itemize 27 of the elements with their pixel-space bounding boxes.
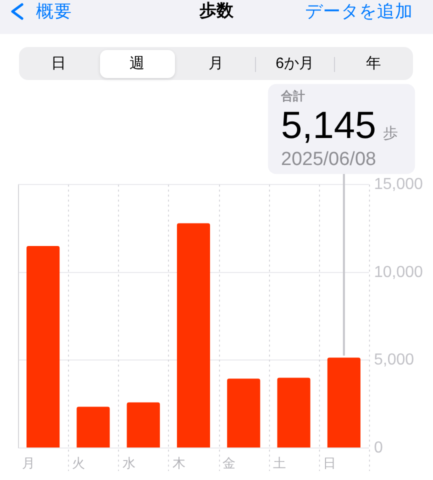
- y-tick-label: 10,000: [374, 264, 424, 281]
- y-tick-label: 15,000: [374, 176, 424, 194]
- bar: [327, 358, 360, 448]
- bar: [76, 406, 110, 448]
- chart-title: 歩数: [200, 1, 234, 20]
- x-tick-label: 土: [272, 455, 286, 470]
- text: データを追加: [305, 0, 413, 22]
- y-tick-label: 0: [374, 439, 383, 456]
- x-tick-label: 木: [172, 455, 186, 470]
- x-tick-label: 日: [322, 455, 336, 470]
- callout-box: 合計 5,145 歩 2025/06/08: [268, 84, 415, 174]
- bar: [126, 402, 160, 448]
- text: 週: [130, 54, 145, 72]
- x-tick-label: 水: [122, 455, 136, 470]
- y-tick-label: 5,000: [374, 352, 414, 369]
- bar: [176, 223, 210, 448]
- text: 年: [366, 54, 382, 72]
- text: 日: [50, 54, 66, 72]
- bar: [277, 378, 310, 448]
- text: 概要: [36, 0, 72, 22]
- bar: [227, 378, 260, 448]
- x-tick-label: 月: [22, 455, 36, 470]
- x-tick-label: 金: [222, 455, 236, 470]
- text: 6か月: [276, 54, 314, 72]
- text: 月: [208, 54, 224, 72]
- bar: [26, 246, 60, 448]
- x-tick-label: 火: [72, 455, 86, 470]
